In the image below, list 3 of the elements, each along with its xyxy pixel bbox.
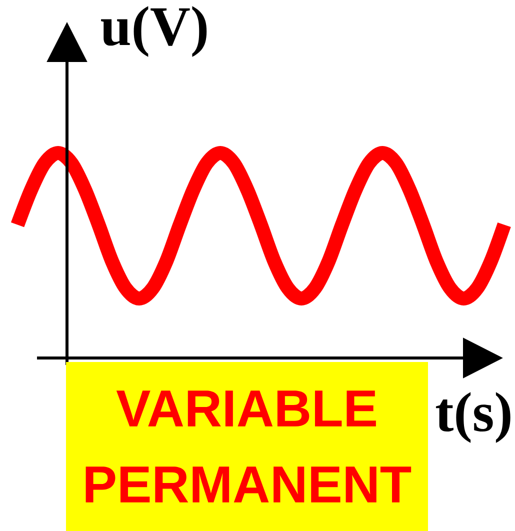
y-axis-title: u(V) xyxy=(101,6,207,57)
x-axis-title: t(s) xyxy=(436,392,510,443)
text: VARIABLE PERMANENT xyxy=(86,390,412,502)
